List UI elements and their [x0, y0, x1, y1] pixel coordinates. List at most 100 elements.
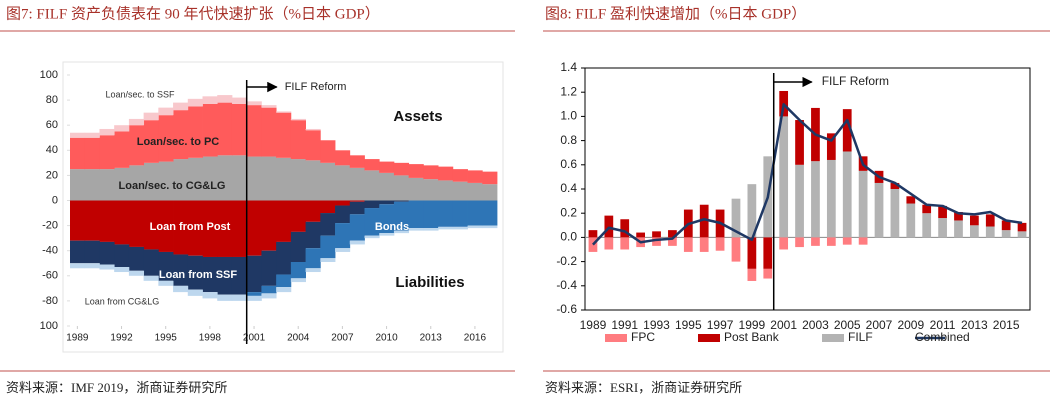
series-label: Loan/sec. to PC	[137, 136, 220, 148]
area-step	[290, 278, 306, 283]
area-step	[423, 165, 439, 180]
bar	[826, 237, 836, 246]
annotation: Assets	[393, 108, 442, 125]
y-tick-label: 0	[52, 194, 58, 206]
area-step	[217, 155, 233, 201]
area-step	[84, 200, 100, 241]
area-step	[187, 98, 203, 107]
legend-swatch	[605, 334, 627, 342]
area-step	[482, 225, 498, 229]
area-step	[305, 130, 321, 161]
area-step	[231, 155, 248, 201]
y-tick-label: -0.2	[556, 254, 577, 268]
x-tick-label: 2004	[287, 333, 310, 344]
area-step	[408, 228, 424, 231]
area-step	[482, 184, 498, 201]
bar	[938, 218, 947, 238]
area-step	[231, 103, 248, 156]
area-step	[364, 200, 380, 209]
area-step	[335, 223, 351, 249]
area-step	[143, 200, 159, 250]
bar	[890, 189, 900, 238]
area-step	[408, 164, 424, 178]
area-step	[173, 254, 189, 286]
area-step	[187, 289, 203, 296]
area-step	[349, 201, 365, 215]
area-step	[261, 156, 277, 201]
x-tick-label: 1991	[611, 318, 638, 332]
bar	[906, 196, 916, 204]
area-step	[158, 107, 174, 116]
area-step	[84, 169, 100, 201]
area-step	[84, 240, 100, 264]
area-step	[261, 105, 277, 108]
area-step	[379, 204, 395, 234]
area-step	[70, 263, 86, 269]
source-note: 资料来源：IMF 2019，浙商证券研究所	[6, 380, 227, 395]
x-tick-label: 1998	[199, 333, 222, 344]
bar	[620, 219, 630, 238]
bar	[906, 203, 916, 238]
bar	[954, 211, 963, 221]
area-step	[70, 137, 86, 170]
legend-swatch	[822, 334, 844, 342]
area-step	[202, 256, 218, 293]
bar	[970, 215, 979, 226]
bar	[938, 205, 947, 219]
area-step	[261, 107, 277, 157]
area-step	[158, 251, 174, 281]
annotation: Liabilities	[395, 274, 464, 291]
x-tick-label: 1989	[66, 333, 89, 344]
bar	[826, 159, 836, 238]
area-step	[408, 177, 424, 201]
area-step	[320, 162, 336, 201]
x-tick-label: 1995	[675, 318, 702, 332]
y-tick-label: 1.4	[560, 60, 577, 74]
bar	[842, 151, 852, 238]
area-step	[231, 97, 248, 104]
area-step	[320, 235, 336, 259]
area-step	[393, 201, 410, 231]
area-step	[114, 200, 130, 245]
x-tick-label: 2007	[866, 318, 893, 332]
area-step	[84, 132, 100, 138]
x-tick-label: 1997	[707, 318, 734, 332]
bar	[811, 161, 820, 238]
series-label: Loan/sec. to SSF	[105, 89, 175, 99]
area-step	[231, 256, 248, 295]
area-step	[84, 137, 100, 170]
area-step	[349, 214, 365, 241]
area-step	[320, 213, 336, 236]
source-note: 资料来源：ESRI，浙商证券研究所	[545, 380, 742, 395]
area-step	[143, 112, 159, 121]
area-step	[158, 115, 174, 162]
bar	[858, 237, 868, 245]
area-step	[379, 233, 395, 236]
area-step	[276, 241, 292, 275]
bar	[985, 226, 995, 238]
series-label: Loan from Post	[150, 221, 231, 233]
y-tick-label: -20	[42, 220, 58, 232]
area-step	[482, 200, 498, 226]
x-tick-label: 1999	[739, 318, 766, 332]
area-step	[364, 159, 380, 171]
area-step	[99, 264, 115, 270]
area-step	[114, 267, 130, 273]
area-step	[173, 110, 189, 160]
bar	[890, 182, 900, 189]
bar	[954, 220, 963, 238]
area-step	[276, 157, 292, 201]
area-step	[379, 161, 395, 173]
y-tick-label: -0.4	[556, 278, 577, 292]
area-step	[173, 102, 189, 111]
area-step	[202, 292, 218, 299]
area-step	[70, 200, 86, 241]
area-step	[290, 200, 306, 232]
area-step	[320, 140, 336, 163]
area-step	[364, 208, 380, 236]
area-step	[231, 200, 248, 257]
area-step	[276, 112, 292, 158]
bar	[1017, 231, 1027, 238]
area-step	[187, 255, 203, 290]
